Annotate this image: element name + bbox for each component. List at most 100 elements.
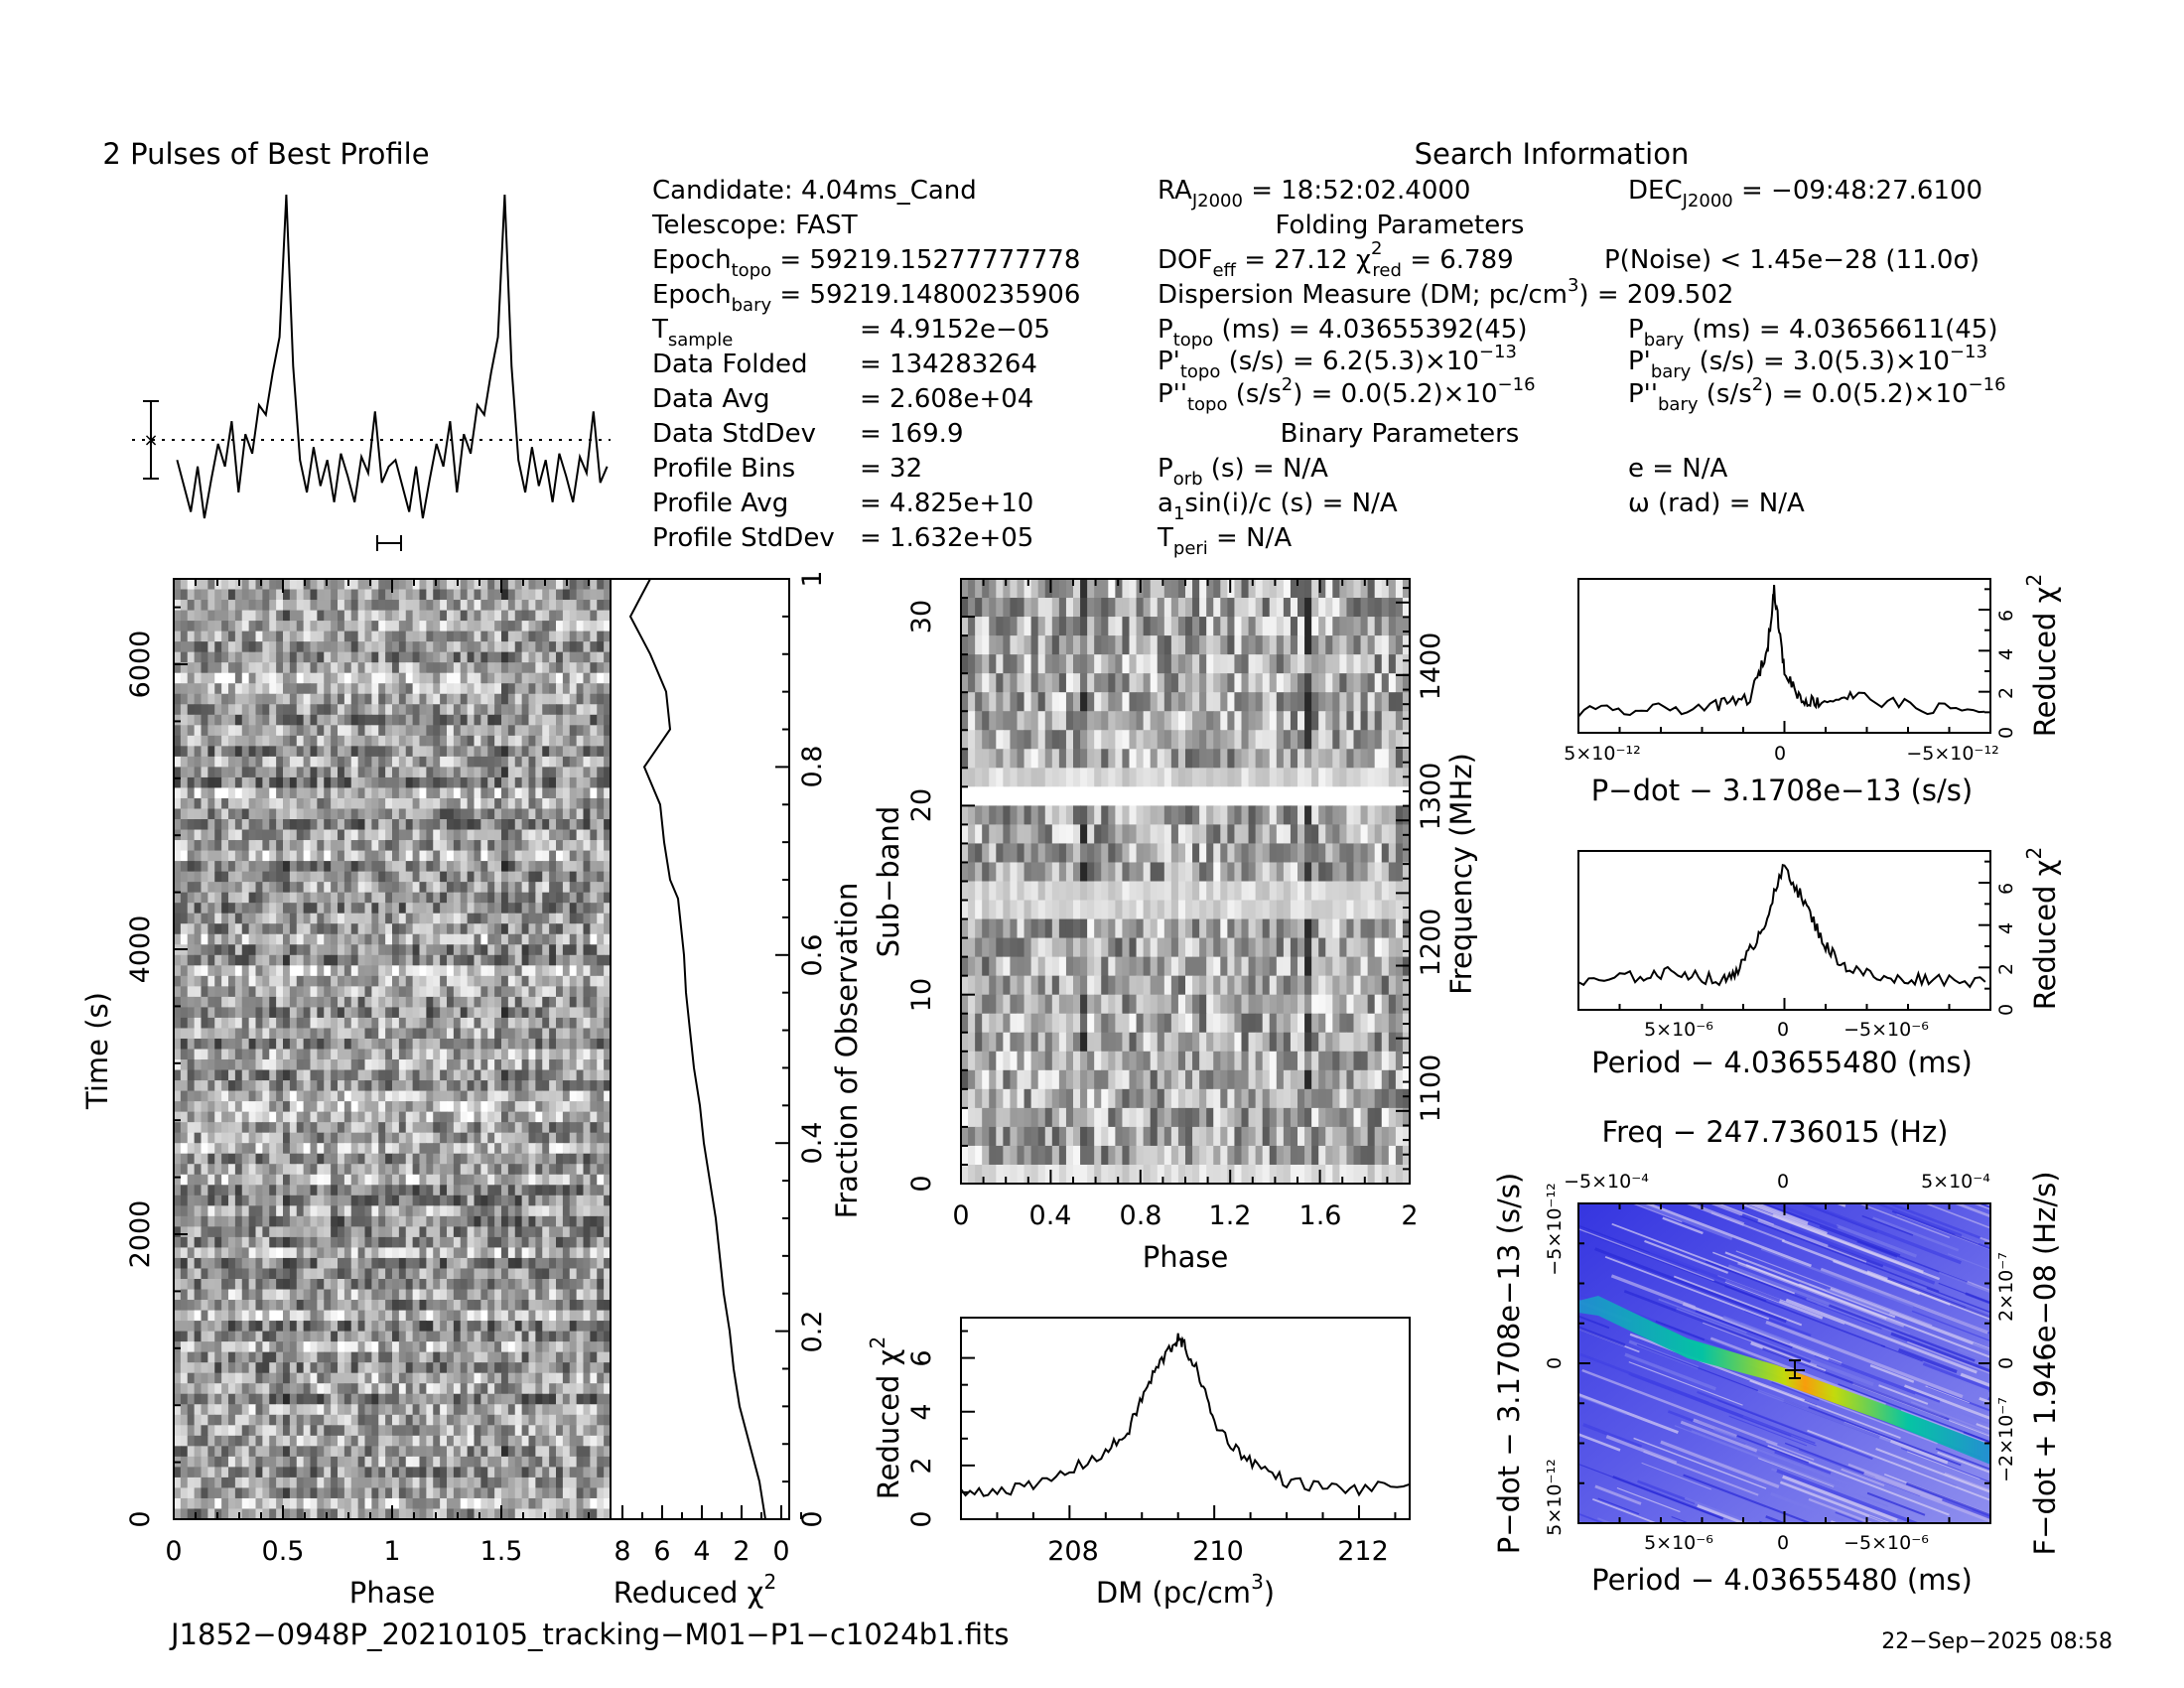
time-phase-cell: [343, 1185, 352, 1196]
time-phase-cell: [562, 840, 571, 852]
time-phase-cell: [583, 1257, 591, 1270]
time-phase-cell: [255, 1351, 263, 1363]
time-phase-cell: [310, 641, 318, 653]
time-phase-cell: [201, 1164, 208, 1176]
time-phase-cell: [248, 579, 257, 591]
time-phase-cell: [324, 1028, 332, 1040]
time-phase-cell: [385, 1278, 393, 1291]
time-phase-cell: [426, 913, 434, 924]
time-phase-cell: [201, 662, 208, 674]
time-phase-cell: [310, 1132, 318, 1144]
time-phase-cell: [604, 704, 612, 716]
time-phase-cell: [556, 944, 564, 956]
time-phase-cell: [289, 1007, 298, 1019]
time-phase-cell: [467, 579, 476, 591]
time-phase-cell: [590, 746, 598, 758]
time-phase-cell: [447, 1278, 455, 1291]
time-phase-cell: [514, 861, 523, 873]
time-phase-cell: [433, 1257, 441, 1270]
time-phase-cell: [576, 1247, 585, 1259]
time-phase-cell: [597, 1028, 605, 1040]
time-phase-cell: [385, 903, 393, 914]
time-phase-cell: [310, 610, 318, 622]
time-phase-cell: [174, 767, 182, 778]
time-phase-cell: [338, 840, 345, 852]
time-phase-cell: [378, 1049, 386, 1060]
time-phase-cell: [507, 1236, 516, 1249]
time-phase-cell: [392, 965, 400, 977]
time-phase-cell: [542, 714, 550, 726]
time-phase-cell: [467, 850, 476, 862]
time-phase-cell: [542, 756, 550, 768]
time-phase-cell: [419, 714, 427, 726]
time-phase-cell: [331, 683, 339, 695]
time-phase-cell: [248, 1205, 257, 1217]
time-phase-cell: [514, 944, 523, 956]
time-phase-cell: [467, 756, 476, 768]
time-phase-cell: [447, 829, 455, 841]
time-phase-cell: [419, 840, 427, 852]
time-phase-cell: [392, 1185, 400, 1196]
time-phase-cell: [597, 1331, 605, 1342]
time-phase-cell: [583, 662, 591, 674]
time-phase-cell: [331, 1331, 339, 1342]
time-phase-cell: [180, 933, 189, 945]
time-phase-cell: [569, 944, 578, 956]
time-phase-cell: [180, 975, 189, 987]
time-phase-cell: [426, 861, 434, 873]
time-phase-cell: [371, 776, 379, 789]
time-phase-cell: [392, 819, 400, 831]
time-phase-cell: [221, 1226, 229, 1238]
time-phase-cell: [440, 662, 448, 674]
time-phase-cell: [262, 1153, 270, 1165]
time-phase-cell: [419, 1069, 427, 1081]
time-phase-cell: [501, 1268, 509, 1280]
time-phase-cell: [324, 861, 332, 873]
time-phase-cell: [412, 631, 421, 642]
time-phase-cell: [535, 746, 543, 758]
time-phase-cell: [604, 1017, 612, 1030]
time-phase-cell: [214, 1226, 222, 1238]
time-phase-cell: [514, 903, 523, 914]
time-phase-cell: [426, 662, 434, 674]
time-phase-cell: [392, 1090, 400, 1102]
time-phase-cell: [303, 986, 312, 998]
time-phase-cell: [201, 672, 208, 684]
time-phase-cell: [317, 840, 325, 852]
time-phase-cell: [364, 808, 372, 820]
time-phase-cell: [419, 996, 427, 1009]
time-phase-cell: [597, 1226, 605, 1238]
time-phase-cell: [269, 683, 277, 695]
time-phase-cell: [433, 1372, 441, 1384]
time-phase-cell: [405, 1226, 414, 1238]
time-phase-cell: [303, 1331, 312, 1342]
time-phase-cell: [214, 1300, 222, 1312]
time-phase-cell: [214, 767, 222, 778]
time-phase-cell: [405, 840, 414, 852]
time-phase-cell: [201, 996, 208, 1009]
time-phase-cell: [371, 1101, 379, 1113]
time-phase-cell: [392, 1289, 400, 1301]
time-phase-cell: [467, 714, 476, 726]
time-phase-cell: [583, 1049, 591, 1060]
time-phase-cell: [310, 1195, 318, 1206]
time-phase-cell: [583, 1247, 591, 1259]
time-phase-cell: [597, 1310, 605, 1322]
time-phase-cell: [487, 1153, 495, 1165]
time-phase-cell: [214, 1132, 222, 1144]
time-phase-cell: [597, 662, 605, 674]
time-phase-cell: [255, 714, 263, 726]
time-phase-cell: [357, 1153, 366, 1165]
time-phase-cell: [364, 1247, 372, 1259]
time-phase-cell: [556, 1257, 564, 1270]
time-phase-cell: [174, 1236, 182, 1249]
time-phase-cell: [392, 1226, 400, 1238]
time-phase-cell: [549, 1111, 557, 1123]
time-phase-cell: [521, 1164, 530, 1176]
time-phase-cell: [487, 683, 495, 695]
time-phase-cell: [419, 1195, 427, 1206]
time-phase-cell: [324, 996, 332, 1009]
time-phase-cell: [453, 1341, 462, 1353]
time-phase-cell: [385, 714, 393, 726]
time-phase-cell: [549, 1300, 557, 1312]
